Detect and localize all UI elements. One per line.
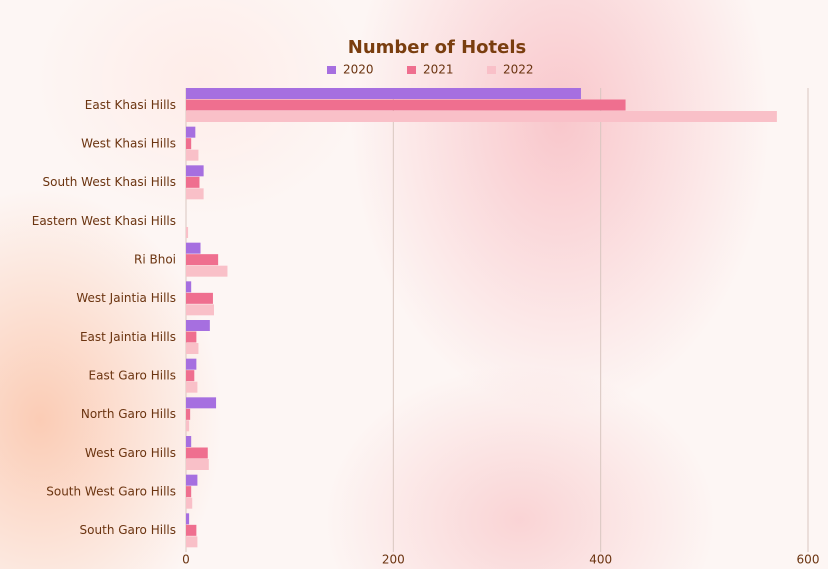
bar	[186, 332, 196, 343]
bar	[186, 536, 197, 547]
bar	[186, 266, 227, 277]
bar	[186, 293, 213, 304]
y-tick-label: Eastern West Khasi Hills	[32, 214, 176, 228]
bar	[186, 227, 188, 238]
y-tick-label: East Khasi Hills	[85, 98, 176, 112]
bar	[186, 459, 209, 470]
chart-background: Number of Hotels 0 200 400 600 2020 2021 2022 E…	[0, 0, 828, 569]
bar	[186, 448, 208, 459]
legend-label: 2022	[503, 63, 534, 77]
y-tick-label: Ri Bhoi	[134, 252, 176, 266]
bar	[186, 188, 204, 199]
bar	[186, 304, 214, 315]
bar	[186, 475, 197, 486]
bar	[186, 177, 199, 188]
bar	[186, 370, 194, 381]
bar	[186, 88, 581, 99]
x-tick-label: 600	[797, 553, 820, 567]
bar	[186, 281, 191, 292]
bar	[186, 397, 216, 408]
y-tick-label: South West Garo Hills	[46, 484, 176, 498]
x-tick-label: 200	[382, 553, 405, 567]
legend-swatch	[327, 66, 336, 74]
bar	[186, 498, 192, 509]
bar	[186, 127, 195, 138]
legend-label: 2020	[343, 63, 374, 77]
bar	[186, 138, 191, 149]
bar	[186, 409, 190, 420]
bar	[186, 343, 198, 354]
y-tick-label: South Garo Hills	[80, 523, 176, 537]
chart: Number of Hotels 0 200 400 600 2020 2021 2022 E…	[0, 0, 828, 569]
bar	[186, 486, 191, 497]
bar	[186, 111, 777, 122]
y-tick-label: East Jaintia Hills	[80, 330, 176, 344]
y-tick-label: West Khasi Hills	[81, 136, 176, 150]
y-tick-label: West Jaintia Hills	[76, 291, 176, 305]
bar	[186, 320, 210, 331]
bar	[186, 165, 204, 176]
x-tick-label: 400	[589, 553, 612, 567]
y-tick-label: North Garo Hills	[81, 407, 176, 421]
chart-title: Number of Hotels	[348, 37, 526, 58]
x-tick-label: 0	[182, 553, 190, 567]
bar	[186, 254, 218, 265]
bar	[186, 359, 196, 370]
bar	[186, 100, 626, 111]
legend-swatch	[407, 66, 416, 74]
y-tick-label: West Garo Hills	[85, 446, 176, 460]
legend-swatch	[487, 66, 496, 74]
y-tick-label: East Garo Hills	[89, 368, 176, 382]
bar	[186, 420, 189, 431]
bar	[186, 436, 191, 447]
bar	[186, 513, 189, 524]
bar	[186, 243, 201, 254]
legend-label: 2021	[423, 63, 454, 77]
bar	[186, 525, 196, 536]
bar	[186, 382, 197, 393]
bar	[186, 150, 198, 161]
y-tick-label: South West Khasi Hills	[42, 175, 176, 189]
